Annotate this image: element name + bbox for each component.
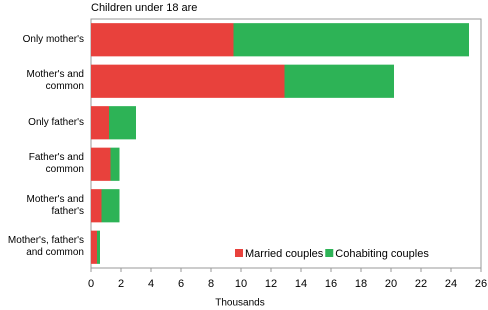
bar-segment	[110, 147, 120, 181]
bar-segment	[91, 23, 234, 57]
legend-swatch	[325, 249, 334, 257]
x-tick-label: 22	[415, 278, 427, 290]
bar-segment	[109, 106, 136, 140]
bar-segment	[91, 230, 97, 264]
y-tick-label: Mother's, father's and common	[7, 235, 84, 259]
y-tick-label: Mother's and common	[26, 69, 85, 93]
bar-segment	[101, 189, 120, 223]
x-tick-label: 24	[445, 278, 457, 290]
bar-segment	[284, 64, 394, 98]
bar-segment	[97, 230, 100, 264]
x-tick-label: 6	[178, 278, 184, 290]
x-tick-label: 20	[385, 278, 397, 290]
bar-segment	[91, 189, 102, 223]
legend-swatch	[235, 249, 243, 257]
bar-segment	[91, 106, 109, 140]
x-tick-label: 16	[325, 278, 337, 290]
x-tick-label: 2	[118, 278, 124, 290]
y-tick-label: Mother's and father's	[26, 193, 85, 217]
y-tick-label: Only mother's	[22, 33, 84, 45]
x-tick-label: 26	[475, 278, 487, 290]
x-tick-label: 0	[88, 278, 94, 290]
x-tick-label: 14	[295, 278, 307, 290]
bar-segment	[91, 64, 285, 98]
bar-segment	[91, 147, 111, 181]
x-tick-label: 4	[148, 278, 154, 290]
y-tick-label: Only father's	[28, 116, 84, 128]
x-tick-label: 8	[208, 278, 214, 290]
legend-label: Cohabiting couples	[335, 248, 429, 260]
plot-frame	[90, 18, 482, 269]
x-tick-label: 10	[235, 278, 247, 290]
bar-segment	[233, 23, 469, 57]
x-tick-label: 12	[265, 278, 277, 290]
y-tick-label: Father's and common	[28, 152, 84, 176]
x-axis-title: Thousands	[215, 298, 264, 309]
chart-title: Children under 18 are	[91, 2, 197, 14]
x-tick-label: 18	[355, 278, 367, 290]
legend-label: Married couples	[245, 248, 324, 260]
